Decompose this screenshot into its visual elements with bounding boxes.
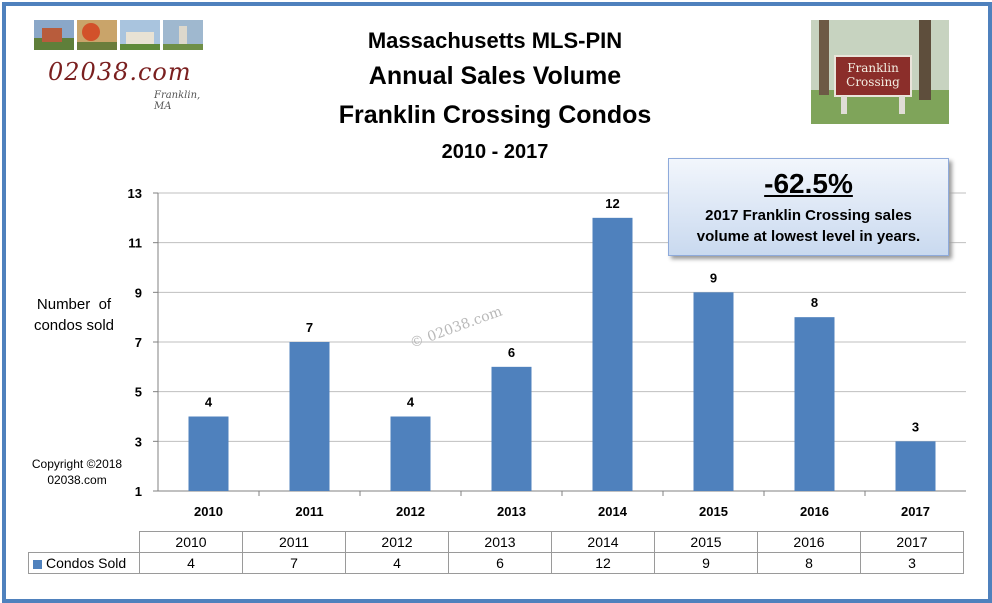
callout-percent: -62.5% (764, 168, 853, 199)
callout-line2: volume at lowest level in years. (696, 228, 921, 245)
data-table-year-2011: 2011 (242, 531, 346, 553)
title-line-1: Massachusetts MLS-PIN (367, 28, 623, 53)
site-logo[interactable]: 02038.com Franklin, MA (34, 20, 206, 112)
data-label-2012: 4 (407, 395, 415, 410)
y-tick-label: 7 (135, 335, 142, 350)
bar-2012 (390, 416, 431, 491)
franklin-crossing-sign-photo: Franklin Crossing (811, 20, 949, 124)
data-label-2013: 6 (508, 345, 515, 360)
data-table-value-2014: 12 (551, 552, 655, 574)
x-tick-label-2014: 2014 (598, 504, 628, 519)
title-line-2: Annual Sales Volume (368, 62, 622, 90)
y-tick-label: 5 (135, 385, 142, 400)
data-label-2011: 7 (306, 320, 313, 335)
bar-2016 (794, 317, 835, 491)
x-tick-label-2011: 2011 (295, 504, 323, 519)
x-tick-label-2013: 2013 (497, 504, 526, 519)
chart-title: Massachusetts MLS-PIN Annual Sales Volum… (280, 26, 710, 170)
y-tick-label: 3 (135, 434, 142, 449)
bar-2011 (289, 342, 330, 491)
house-photo-1 (34, 20, 74, 50)
data-table-corner (28, 531, 140, 553)
bar-2010 (188, 416, 229, 491)
bar-2014 (592, 217, 633, 492)
callout-line1: 2017 Franklin Crossing sales (705, 207, 912, 224)
y-tick-label: 13 (128, 186, 142, 201)
data-table-year-2017: 2017 (860, 531, 964, 553)
data-table-value-2011: 7 (242, 552, 346, 574)
house-photo-2 (77, 20, 117, 50)
copyright-line1: Copyright ©2018 (31, 457, 123, 471)
x-tick-label-2015: 2015 (699, 504, 728, 519)
bar-2013 (491, 366, 532, 491)
watermark: © 02038.com (408, 304, 505, 352)
data-table-year-2014: 2014 (551, 531, 655, 553)
logo-subtext: Franklin, MA (154, 90, 201, 112)
data-table-year-2015: 2015 (654, 531, 758, 553)
x-tick-label-2010: 2010 (194, 504, 223, 519)
copyright-line2: 02038.com (47, 473, 107, 487)
data-table-year-2013: 2013 (448, 531, 552, 553)
y-axis-label-line1: Number of (36, 296, 112, 313)
x-tick-label-2016: 2016 (800, 504, 829, 519)
y-tick-label: 11 (128, 236, 142, 251)
x-tick-label-2012: 2012 (396, 504, 425, 519)
sign-line2: Crossing (846, 75, 900, 89)
data-label-2015: 9 (710, 270, 717, 285)
data-table-header-row: 2010 2011 2012 2013 2014 2015 2016 2017 (28, 531, 964, 553)
data-table-series-label: Condos Sold (28, 552, 140, 574)
data-table-values-row: Condos Sold 4 7 4 6 12 9 8 3 (28, 552, 964, 574)
y-axis-label: Number of condos sold (24, 294, 124, 336)
y-tick-label: 1 (135, 484, 142, 499)
data-table-value-2017: 3 (860, 552, 964, 574)
y-tick-label: 9 (135, 285, 142, 300)
bar-2017 (895, 441, 936, 491)
data-label-2014: 12 (605, 196, 619, 211)
house-photo-3 (120, 20, 160, 50)
data-table-value-2016: 8 (757, 552, 861, 574)
house-photo-4 (163, 20, 203, 50)
title-line-3: Franklin Crossing Condos (338, 101, 652, 129)
data-table-year-2010: 2010 (139, 531, 243, 553)
data-table-value-2012: 4 (345, 552, 449, 574)
data-table-year-2016: 2016 (757, 531, 861, 553)
data-label-2017: 3 (912, 419, 919, 434)
callout-box: -62.5% 2017 Franklin Crossing sales volu… (668, 158, 949, 256)
data-table-value-2010: 4 (139, 552, 243, 574)
data-table-year-2012: 2012 (345, 531, 449, 553)
series-name: Condos Sold (46, 555, 127, 571)
logo-text: 02038.com (48, 58, 192, 86)
y-axis-label-line2: condos sold (33, 317, 115, 334)
data-table-value-2013: 6 (448, 552, 552, 574)
title-line-4: 2010 - 2017 (441, 141, 549, 163)
data-table-value-2015: 9 (654, 552, 758, 574)
data-label-2016: 8 (811, 295, 818, 310)
sign-line1: Franklin (847, 61, 899, 75)
bar-2015 (693, 292, 734, 491)
x-tick-label-2017: 2017 (901, 504, 930, 519)
copyright-notice: Copyright ©2018 02038.com (22, 456, 132, 488)
data-label-2010: 4 (205, 395, 213, 410)
legend-key (33, 559, 42, 569)
data-table: 2010 2011 2012 2013 2014 2015 2016 2017 Condos … (28, 531, 964, 574)
